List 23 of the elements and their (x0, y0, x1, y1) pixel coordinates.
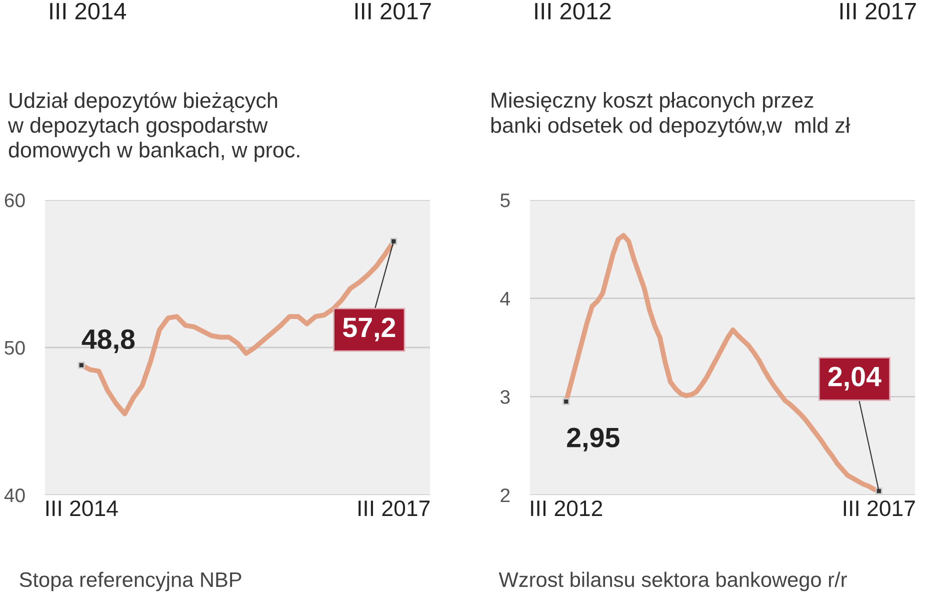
x-tick-label: III 2017 (358, 500, 430, 516)
chart-title: Udział depozytów bieżących w depozytach gospodarstw domowych w bankach, w proc. (8, 92, 300, 162)
y-tick-label: 60 (4, 193, 25, 208)
y-tick-label: 3 (500, 390, 510, 404)
x-tick-label: III 2017 (844, 500, 915, 516)
data-label: 2,04 (828, 366, 882, 390)
text: III 2012 (535, 2, 611, 20)
y-tick-label: 4 (500, 292, 510, 306)
x-tick-label: III 2012 (531, 500, 602, 516)
text: III 2014 (50, 2, 126, 20)
text: III 2017 (355, 2, 431, 20)
text: Wzrost bilansu sektora bankowego r/r (498, 572, 847, 592)
y-tick-label: 40 (4, 488, 25, 502)
text: Stopa referencyjna NBP (20, 572, 242, 592)
chart-title: Miesięczny koszt płaconych przez banki odsetek od depozytów,w mld zł (491, 92, 850, 138)
data-label: 2,95 (567, 428, 620, 452)
y-tick-label: 5 (500, 194, 510, 208)
y-tick-label: 2 (500, 488, 510, 502)
x-tick-label: III 2014 (46, 500, 118, 516)
data-label: 57,2 (342, 318, 396, 342)
text: III 2017 (840, 2, 916, 20)
data-label: 48,8 (82, 329, 135, 354)
y-tick-label: 50 (4, 340, 25, 355)
